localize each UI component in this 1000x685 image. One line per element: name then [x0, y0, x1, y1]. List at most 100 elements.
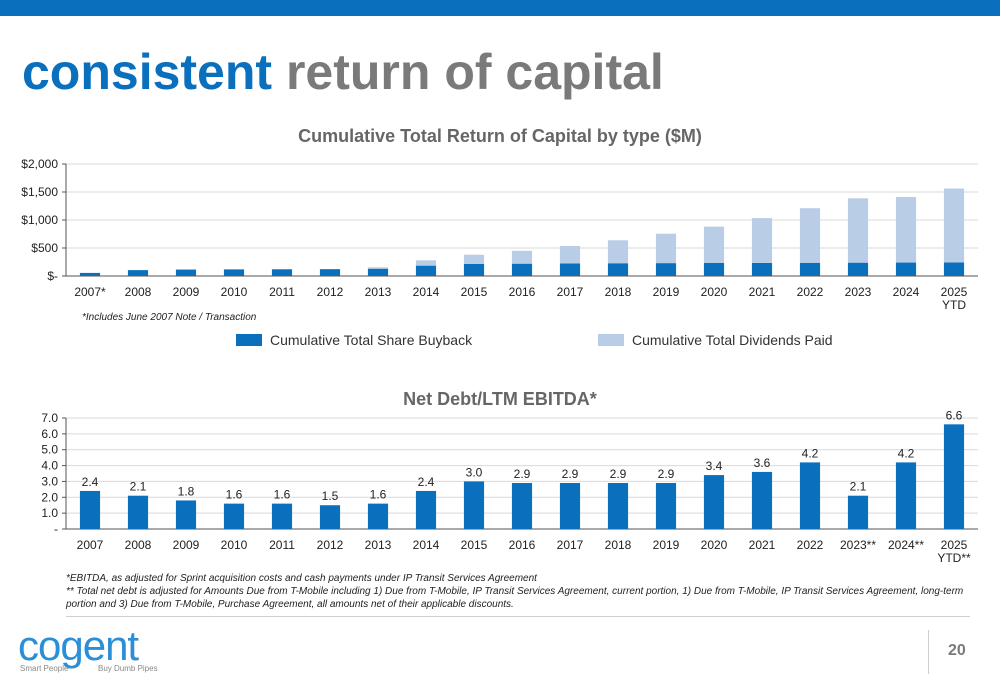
net-debt-chart-data-label: 2.9: [658, 467, 675, 481]
net-debt-chart-bar-value: [751, 471, 773, 529]
net-debt-chart-bar-value: [559, 483, 581, 529]
return-chart-bar-cumulative-total-share-buyback: [271, 269, 293, 276]
return-chart-bar-cumulative-total-dividends-paid: [415, 260, 437, 266]
net-debt-chart-category-label: 2023**: [840, 538, 876, 552]
net-debt-chart-ytick-label: 1.0: [41, 506, 58, 520]
net-debt-chart-bar-value: [415, 490, 437, 529]
net-debt-chart-data-label: 2.1: [130, 480, 147, 494]
net-debt-chart-data-label: 3.6: [754, 456, 771, 470]
return-of-capital-chart: $- $500 $1,000 $1,500 $2,000 2007* 2008 2009 201…: [21, 157, 978, 312]
return-chart-category-label: 2019: [653, 285, 680, 299]
net-debt-chart-ytick-label: 6.0: [41, 427, 58, 441]
net-debt-chart-bar-value: [79, 490, 101, 529]
net-debt-chart-data-label: 2.9: [610, 467, 627, 481]
net-debt-chart-ytick-label: 2.0: [41, 490, 58, 504]
net-debt-chart-title: Net Debt/LTM EBITDA*: [403, 389, 597, 409]
return-chart-bar-cumulative-total-share-buyback: [559, 263, 581, 276]
logo-tagline-left: Smart People: [20, 664, 69, 673]
page-title: consistent return of capital: [22, 42, 664, 102]
net-debt-chart-category-label: 2014: [413, 538, 440, 552]
page-title-emphasis: consistent: [22, 44, 273, 100]
net-debt-chart-ytick-label: 7.0: [41, 411, 58, 425]
return-chart-bar-cumulative-total-dividends-paid: [751, 218, 773, 263]
net-debt-chart-bar-value: [703, 475, 725, 529]
return-chart-category-label: 2016: [509, 285, 536, 299]
top-accent-bar: [0, 0, 1000, 16]
net-debt-chart-bar-value: [271, 503, 293, 529]
return-chart-bar-cumulative-total-dividends-paid: [367, 267, 389, 269]
net-debt-chart-category-label: 2025 YTD**: [937, 538, 971, 565]
net-debt-chart-bar-value: [223, 503, 245, 529]
return-chart-bar-cumulative-total-share-buyback: [79, 272, 101, 276]
return-chart-category-label: 2025 YTD: [941, 285, 968, 312]
net-debt-chart-category-label: 2012: [317, 538, 344, 552]
return-chart-bar-cumulative-total-dividends-paid: [607, 240, 629, 264]
net-debt-chart-bar-value: [511, 483, 533, 529]
net-debt-chart-data-label: 1.6: [370, 488, 387, 502]
net-debt-chart-data-label: 1.8: [178, 484, 195, 498]
return-chart-bar-cumulative-total-share-buyback: [847, 262, 869, 276]
return-chart-bar-cumulative-total-dividends-paid: [799, 208, 821, 263]
return-chart-bar-cumulative-total-dividends-paid: [559, 246, 581, 264]
net-debt-chart-data-label: 6.6: [946, 408, 963, 422]
net-debt-chart-data-label: 4.2: [898, 446, 915, 460]
net-debt-chart-category-label: 2013: [365, 538, 392, 552]
net-debt-chart-category-label: 2017: [557, 538, 584, 552]
return-chart-bar-cumulative-total-dividends-paid: [943, 188, 965, 263]
return-chart-category-label: 2023: [845, 285, 872, 299]
return-chart-bar-cumulative-total-share-buyback: [799, 262, 821, 276]
net-debt-chart-bar-value: [895, 462, 917, 529]
net-debt-chart-data-label: 3.0: [466, 465, 483, 479]
return-chart-bar-cumulative-total-dividends-paid: [847, 198, 869, 263]
page-number: 20: [948, 642, 966, 659]
return-chart-category-label: 2009: [173, 285, 200, 299]
logo-tagline-right: Buy Dumb Pipes: [98, 664, 158, 673]
return-chart-bar-cumulative-total-share-buyback: [511, 263, 533, 276]
return-chart-category-label: 2022: [797, 285, 824, 299]
net-debt-chart-data-label: 1.6: [274, 488, 291, 502]
legend-share-buyback: Cumulative Total Share Buyback: [236, 332, 472, 348]
footnotes: *EBITDA, as adjusted for Sprint acquisit…: [66, 572, 966, 611]
chart1-footnote: *Includes June 2007 Note / Transaction: [82, 312, 257, 323]
net-debt-chart-category-label: 2024**: [888, 538, 924, 552]
return-chart-bar-cumulative-total-share-buyback: [367, 268, 389, 276]
return-chart-bar-cumulative-total-dividends-paid: [703, 226, 725, 264]
legend-label-buyback: Cumulative Total Share Buyback: [270, 332, 473, 348]
net-debt-chart-bar-value: [607, 483, 629, 529]
net-debt-chart-data-label: 2.1: [850, 480, 867, 494]
net-debt-chart-data-label: 1.5: [322, 489, 339, 503]
ebitda-footnote: *EBITDA, as adjusted for Sprint acquisit…: [66, 573, 537, 584]
net-debt-chart-bar-value: [463, 481, 485, 529]
net-debt-chart-category-label: 2008: [125, 538, 152, 552]
net-debt-chart-category-label: 2020: [701, 538, 728, 552]
return-chart-category-label: 2012: [317, 285, 344, 299]
net-debt-chart-category-label: 2007: [77, 538, 104, 552]
net-debt-chart-ytick-label: 5.0: [41, 443, 58, 457]
return-chart-bar-cumulative-total-share-buyback: [319, 269, 341, 276]
net-debt-chart-ytick-label: -: [54, 522, 58, 536]
return-chart-bar-cumulative-total-share-buyback: [655, 263, 677, 276]
return-chart-bar-cumulative-total-share-buyback: [895, 262, 917, 276]
legend-swatch-dividends: [598, 334, 624, 346]
return-chart-category-label: 2013: [365, 285, 392, 299]
net-debt-chart-category-label: 2016: [509, 538, 536, 552]
net-debt-chart-bar-value: [367, 503, 389, 529]
legend-dividends: Cumulative Total Dividends Paid: [598, 332, 833, 348]
return-chart-category-label: 2010: [221, 285, 248, 299]
net-debt-chart-bar-value: [175, 500, 197, 529]
net-debt-chart-category-label: 2010: [221, 538, 248, 552]
return-of-capital-chart-title: Cumulative Total Return of Capital by ty…: [298, 126, 702, 146]
net-debt-chart-category-label: 2009: [173, 538, 200, 552]
net-debt-chart-data-label: 1.6: [226, 488, 243, 502]
net-debt-chart-bar-value: [847, 495, 869, 529]
return-chart-bar-cumulative-total-share-buyback: [463, 263, 485, 276]
net-debt-chart-category-label: 2022: [797, 538, 824, 552]
return-chart-bar-cumulative-total-share-buyback: [175, 269, 197, 276]
return-chart-bar-cumulative-total-dividends-paid: [463, 254, 485, 264]
return-chart-category-label: 2021: [749, 285, 776, 299]
return-chart-ytick-label: $500: [31, 241, 58, 255]
return-chart-ytick-label: $1,000: [21, 213, 58, 227]
return-chart-bar-cumulative-total-share-buyback: [607, 263, 629, 276]
net-debt-chart-category-label: 2019: [653, 538, 680, 552]
return-chart-category-label: 2014: [413, 285, 440, 299]
